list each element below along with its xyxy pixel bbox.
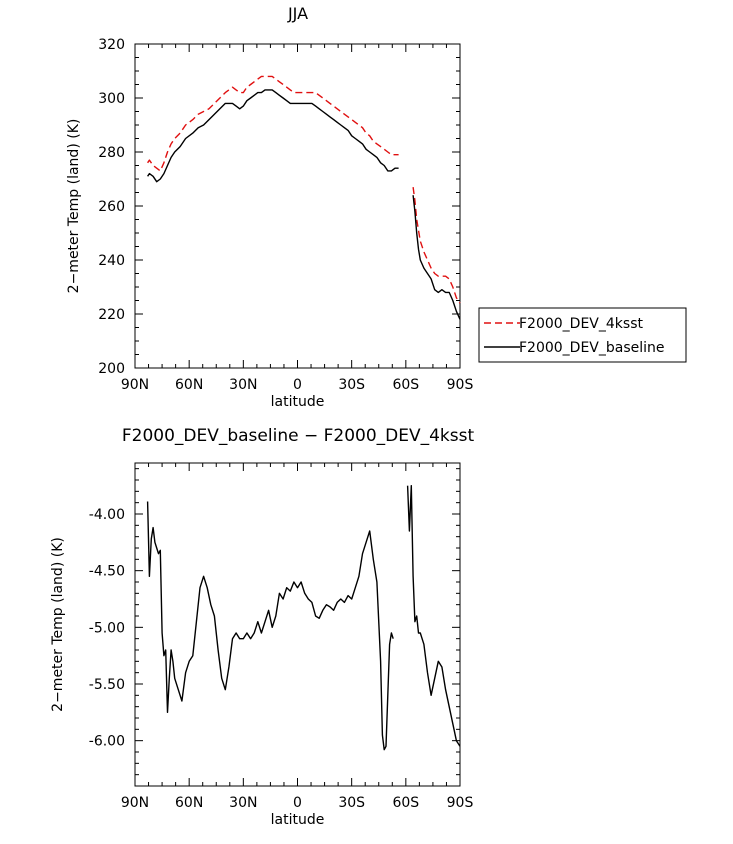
x-axis-label: latitude: [271, 812, 325, 828]
x-tick-label: 30S: [338, 795, 365, 811]
y-tick-label: 320: [98, 37, 125, 53]
x-tick-label: 30N: [229, 377, 257, 393]
series-line-difference: [406, 485, 461, 747]
x-tick-label: 30N: [229, 795, 257, 811]
x-tick-label: 60S: [392, 795, 419, 811]
series-line-f2000-dev-baseline: [147, 89, 399, 183]
x-tick-label: 90N: [121, 795, 149, 811]
x-tick-label: 0: [293, 795, 302, 811]
y-tick-label: 260: [98, 199, 125, 215]
series-line-f2000-dev-4ksst: [147, 75, 399, 172]
chart-title: F2000_DEV_baseline − F2000_DEV_4ksst: [122, 426, 475, 446]
y-tick-label: 220: [98, 307, 125, 323]
x-axis-label: latitude: [271, 394, 325, 410]
legend: F2000_DEV_4ksst F2000_DEV_baseline: [478, 307, 687, 363]
y-tick-label: -5.50: [89, 677, 125, 693]
x-tick-label: 60S: [392, 377, 419, 393]
y-tick-label: 280: [98, 145, 125, 161]
series-line-f2000-dev-baseline: [412, 195, 461, 320]
x-tick-label: 30S: [338, 377, 365, 393]
y-tick-label: -4.00: [89, 507, 125, 523]
x-tick-label: 60N: [175, 795, 203, 811]
legend-entry: F2000_DEV_baseline: [519, 340, 665, 356]
chart-title: JJA: [287, 4, 308, 23]
bottom-panel: 90N 60N 30N 0 30S 60S 90S -6.00 -5.50 -5.00 -4.50 -…: [50, 426, 474, 828]
x-tick-label: 90S: [447, 795, 474, 811]
series-line-difference: [146, 501, 394, 751]
x-tick-label: 90S: [447, 377, 474, 393]
y-tick-label: -5.00: [89, 620, 125, 636]
y-axis-label: 2−meter Temp (land) (K): [50, 537, 66, 712]
y-tick-label: 200: [98, 361, 125, 377]
series-line-f2000-dev-4ksst: [412, 187, 461, 304]
y-tick-label: -4.50: [89, 564, 125, 580]
x-tick-label: 60N: [175, 377, 203, 393]
legend-box: [478, 307, 687, 363]
top-panel: 90N 60N 30N 0 30S 60S 90S 200 220 240 260 280 300 320…: [66, 4, 473, 410]
y-tick-label: -6.00: [89, 734, 125, 750]
x-tick-label: 90N: [121, 377, 149, 393]
y-tick-label: 300: [98, 91, 125, 107]
legend-entry: F2000_DEV_4ksst: [519, 316, 643, 332]
x-tick-label: 0: [293, 377, 302, 393]
y-tick-label: 240: [98, 253, 125, 269]
y-axis-label: 2−meter Temp (land) (K): [66, 119, 82, 294]
